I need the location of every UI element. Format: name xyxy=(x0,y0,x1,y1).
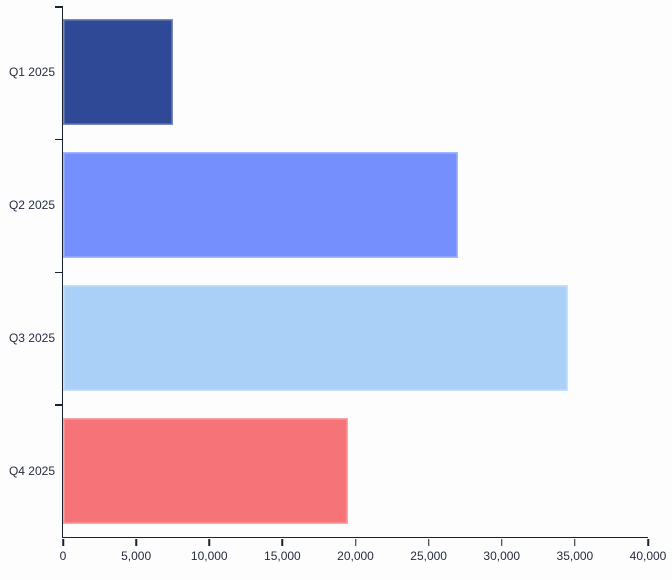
y-axis-tick-mark xyxy=(54,271,62,273)
x-axis-tick-mark xyxy=(281,538,284,546)
x-axis-tick-mark xyxy=(427,538,430,546)
x-axis-tick-mark xyxy=(62,538,64,546)
y-axis-label-q4-2025: Q4 2025 xyxy=(8,463,55,478)
y-axis-label-q3-2025: Q3 2025 xyxy=(8,330,55,345)
y-axis-tick-mark xyxy=(54,6,62,8)
x-axis-tick-mark xyxy=(574,538,576,546)
x-axis-tick-mark xyxy=(354,538,357,546)
x-axis-label-25000: 25,000 xyxy=(410,549,447,563)
y-axis-label-q1-2025: Q1 2025 xyxy=(8,65,55,80)
x-axis-label-35000: 35,000 xyxy=(556,549,594,563)
x-axis-tick-mark xyxy=(647,538,649,546)
x-axis-label-0: 0 xyxy=(59,549,67,563)
x-axis-label-20000: 20,000 xyxy=(337,549,374,563)
y-axis-tick-mark xyxy=(54,138,62,141)
x-axis-tick-mark xyxy=(135,538,137,546)
bar-q4-2025[interactable] xyxy=(63,417,349,524)
x-axis-label-15000: 15,000 xyxy=(264,549,301,563)
x-axis-label-10000: 10,000 xyxy=(190,549,228,563)
x-axis-label-5000: 5,000 xyxy=(121,549,152,563)
bar-q1-2025[interactable] xyxy=(63,19,173,126)
x-axis-label-40000: 40,000 xyxy=(629,549,667,563)
y-axis-label-q2-2025: Q2 2025 xyxy=(8,198,55,213)
y-axis-tick-mark xyxy=(54,404,62,406)
bar-q2-2025[interactable] xyxy=(63,152,458,259)
x-axis-tick-mark xyxy=(501,538,503,546)
bar-q3-2025[interactable] xyxy=(63,284,568,391)
x-axis-label-30000: 30,000 xyxy=(483,549,521,563)
plot-area: Q1 2025 Q2 2025 Q3 2025 Q4 2025 0 5,000 10,000… xyxy=(9,6,666,563)
x-axis-tick-mark xyxy=(208,538,210,546)
